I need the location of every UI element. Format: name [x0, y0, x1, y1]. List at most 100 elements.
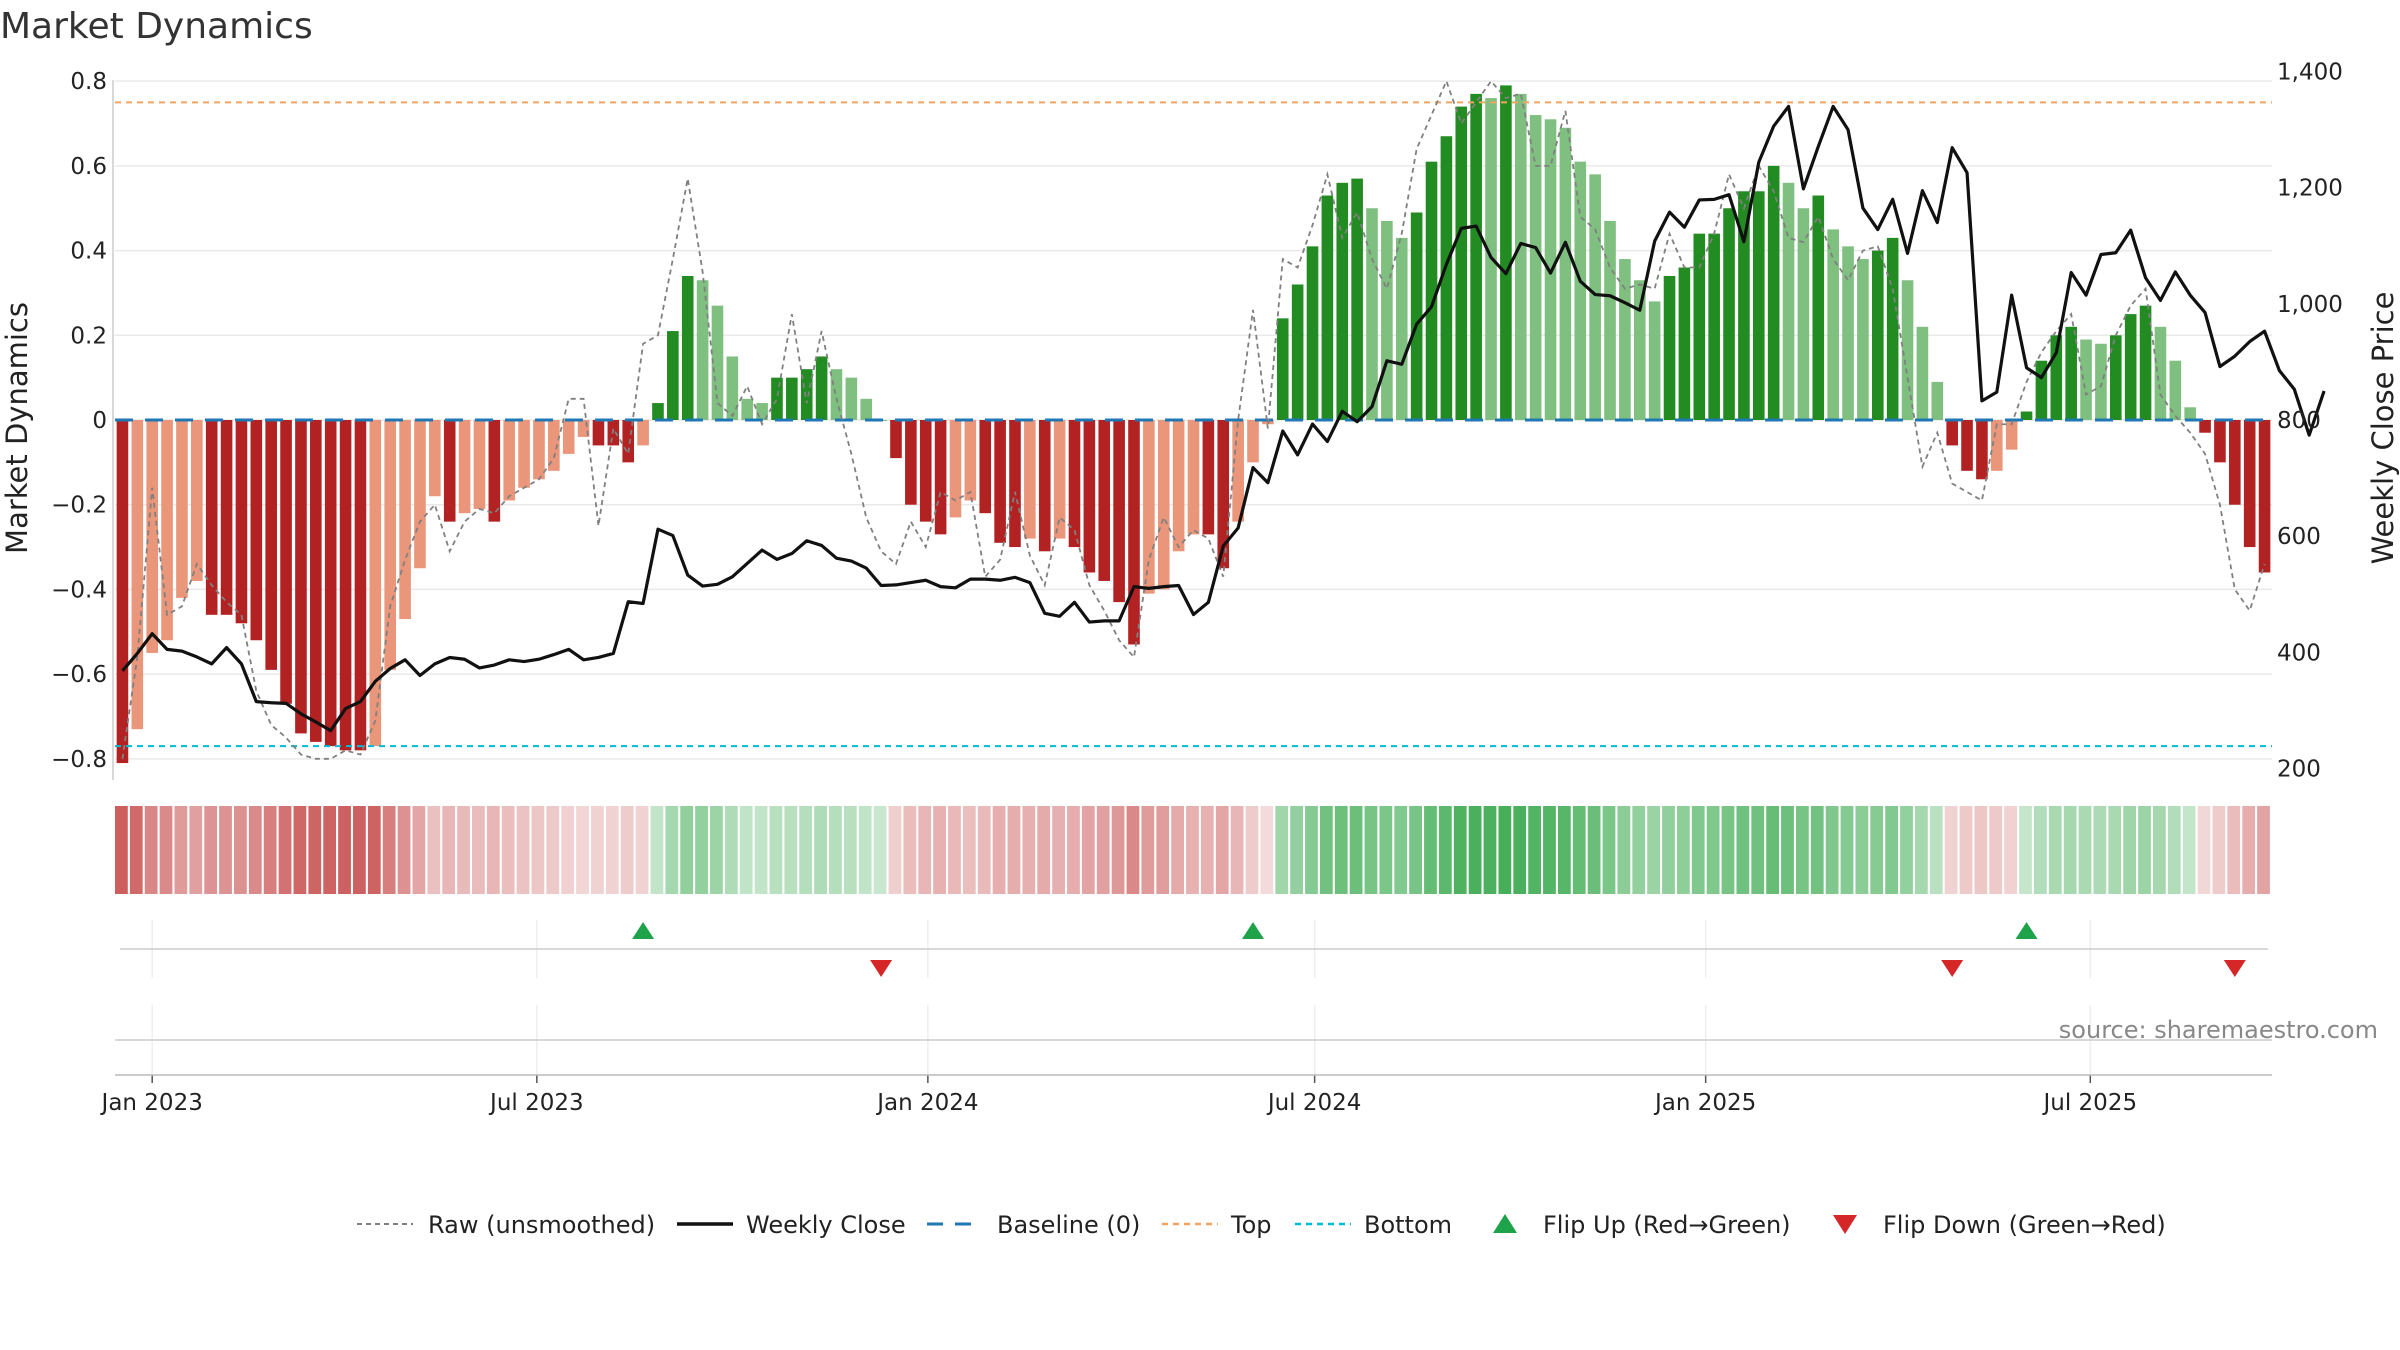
regime-cell — [516, 806, 530, 894]
legend-label: Flip Down (Green→Red) — [1883, 1211, 2166, 1239]
dynamics-bar — [324, 420, 337, 747]
regime-cell — [1617, 806, 1631, 894]
regime-cell — [1528, 806, 1541, 894]
regime-cell — [1885, 806, 1899, 894]
y-tick-label: 0.6 — [70, 154, 107, 180]
y-tick-label: 0.2 — [70, 323, 107, 349]
regime-cell — [1379, 806, 1393, 894]
dynamics-bar — [1678, 267, 1691, 420]
source-label: source: sharemaestro.com — [2059, 1016, 2378, 1044]
dynamics-bar — [1901, 280, 1914, 420]
regime-cell — [189, 806, 203, 894]
regime-cell — [1364, 806, 1378, 894]
regime-cell — [620, 806, 634, 894]
dynamics-bar — [1083, 420, 1096, 573]
regime-cell — [278, 806, 292, 894]
legend-label: Bottom — [1364, 1211, 1452, 1239]
regime-cell — [1319, 806, 1333, 894]
regime-cell — [1587, 806, 1601, 894]
dynamics-bar — [1663, 276, 1676, 420]
dynamics-bar — [1425, 161, 1438, 420]
regime-cell — [1186, 806, 1199, 894]
regime-cell — [962, 806, 976, 894]
flip-up-marker — [1242, 922, 1265, 939]
dynamics-bar — [711, 305, 724, 420]
dynamics-bar — [1455, 106, 1468, 420]
regime-cell — [2004, 806, 2018, 894]
y2-tick-label: 600 — [2277, 524, 2321, 550]
flip-up-marker — [632, 922, 655, 939]
y-tick-label: 0 — [92, 408, 107, 434]
regime-cell — [174, 806, 188, 894]
regime-strip — [115, 806, 2270, 894]
regime-cell — [724, 806, 738, 894]
dynamics-bar — [1842, 246, 1854, 420]
dynamics-bar — [592, 420, 605, 446]
dynamics-bar — [860, 398, 873, 420]
dynamics-bar — [384, 420, 396, 670]
regime-cell — [2108, 806, 2122, 894]
dynamics-bar — [1827, 229, 1839, 420]
regime-cell — [1825, 806, 1839, 894]
dynamics-bar — [1946, 420, 1958, 446]
regime-cell — [2182, 806, 2196, 894]
legend-flip-up-icon — [1493, 1214, 1517, 1233]
regime-cell — [293, 806, 307, 894]
regime-cell — [1468, 806, 1482, 894]
y2-tick-label: 400 — [2277, 640, 2321, 666]
dynamics-bar — [354, 420, 367, 751]
dynamics-bar — [369, 420, 382, 747]
regime-cell — [486, 806, 500, 894]
regime-cell — [888, 806, 902, 894]
regime-cell — [576, 806, 589, 894]
y2-tick-label: 800 — [2277, 408, 2321, 434]
regime-cell — [457, 806, 470, 894]
dynamics-bar — [1098, 420, 1111, 581]
dynamics-bar — [994, 420, 1006, 543]
dynamics-bar — [949, 420, 962, 518]
dynamics-bar — [905, 420, 917, 505]
regime-cell — [561, 806, 575, 894]
dynamics-bar — [503, 420, 516, 501]
regime-cell — [1171, 806, 1184, 894]
flip-up-marker — [2015, 922, 2038, 939]
dynamics-bar — [339, 420, 352, 751]
regime-cell — [1067, 806, 1080, 894]
dynamics-bar — [1395, 237, 1408, 420]
regime-cell — [2212, 806, 2226, 894]
dynamics-bar — [681, 276, 694, 420]
dynamics-bar — [2124, 314, 2137, 420]
dynamics-bar — [1009, 420, 1021, 548]
regime-cell — [829, 806, 842, 894]
regime-cell — [992, 806, 1006, 894]
dynamics-bar — [1157, 420, 1170, 590]
x-tick-label: Jul 2023 — [488, 1090, 584, 1116]
regime-cell — [472, 806, 485, 894]
regime-cell — [2078, 806, 2092, 894]
dynamics-bar — [1247, 420, 1259, 463]
dynamics-bar — [1738, 191, 1750, 420]
regime-cell — [873, 806, 887, 894]
dynamics-bar — [310, 420, 322, 742]
regime-cell — [1557, 806, 1571, 894]
regime-cell — [1602, 806, 1616, 894]
regime-cell — [1959, 806, 1973, 894]
regime-cell — [2167, 806, 2181, 894]
regime-cell — [367, 806, 381, 894]
raw-unsmoothed-line — [121, 78, 2266, 760]
regime-cell — [1409, 806, 1422, 894]
regime-cell — [903, 806, 917, 894]
dynamics-bar — [2214, 420, 2226, 463]
regime-cell — [263, 806, 277, 894]
chart-title: Market Dynamics — [0, 6, 313, 47]
dynamics-bar — [890, 420, 902, 459]
regime-cell — [977, 806, 991, 894]
regime-cell — [1706, 806, 1720, 894]
dynamics-bar — [1172, 420, 1185, 552]
regime-cell — [323, 806, 337, 894]
regime-cell — [2197, 806, 2211, 894]
dynamics-bar — [414, 420, 426, 569]
legend-item: Raw (unsmoothed) — [357, 1211, 655, 1239]
regime-cell — [1215, 806, 1229, 894]
regime-cell — [442, 806, 456, 894]
